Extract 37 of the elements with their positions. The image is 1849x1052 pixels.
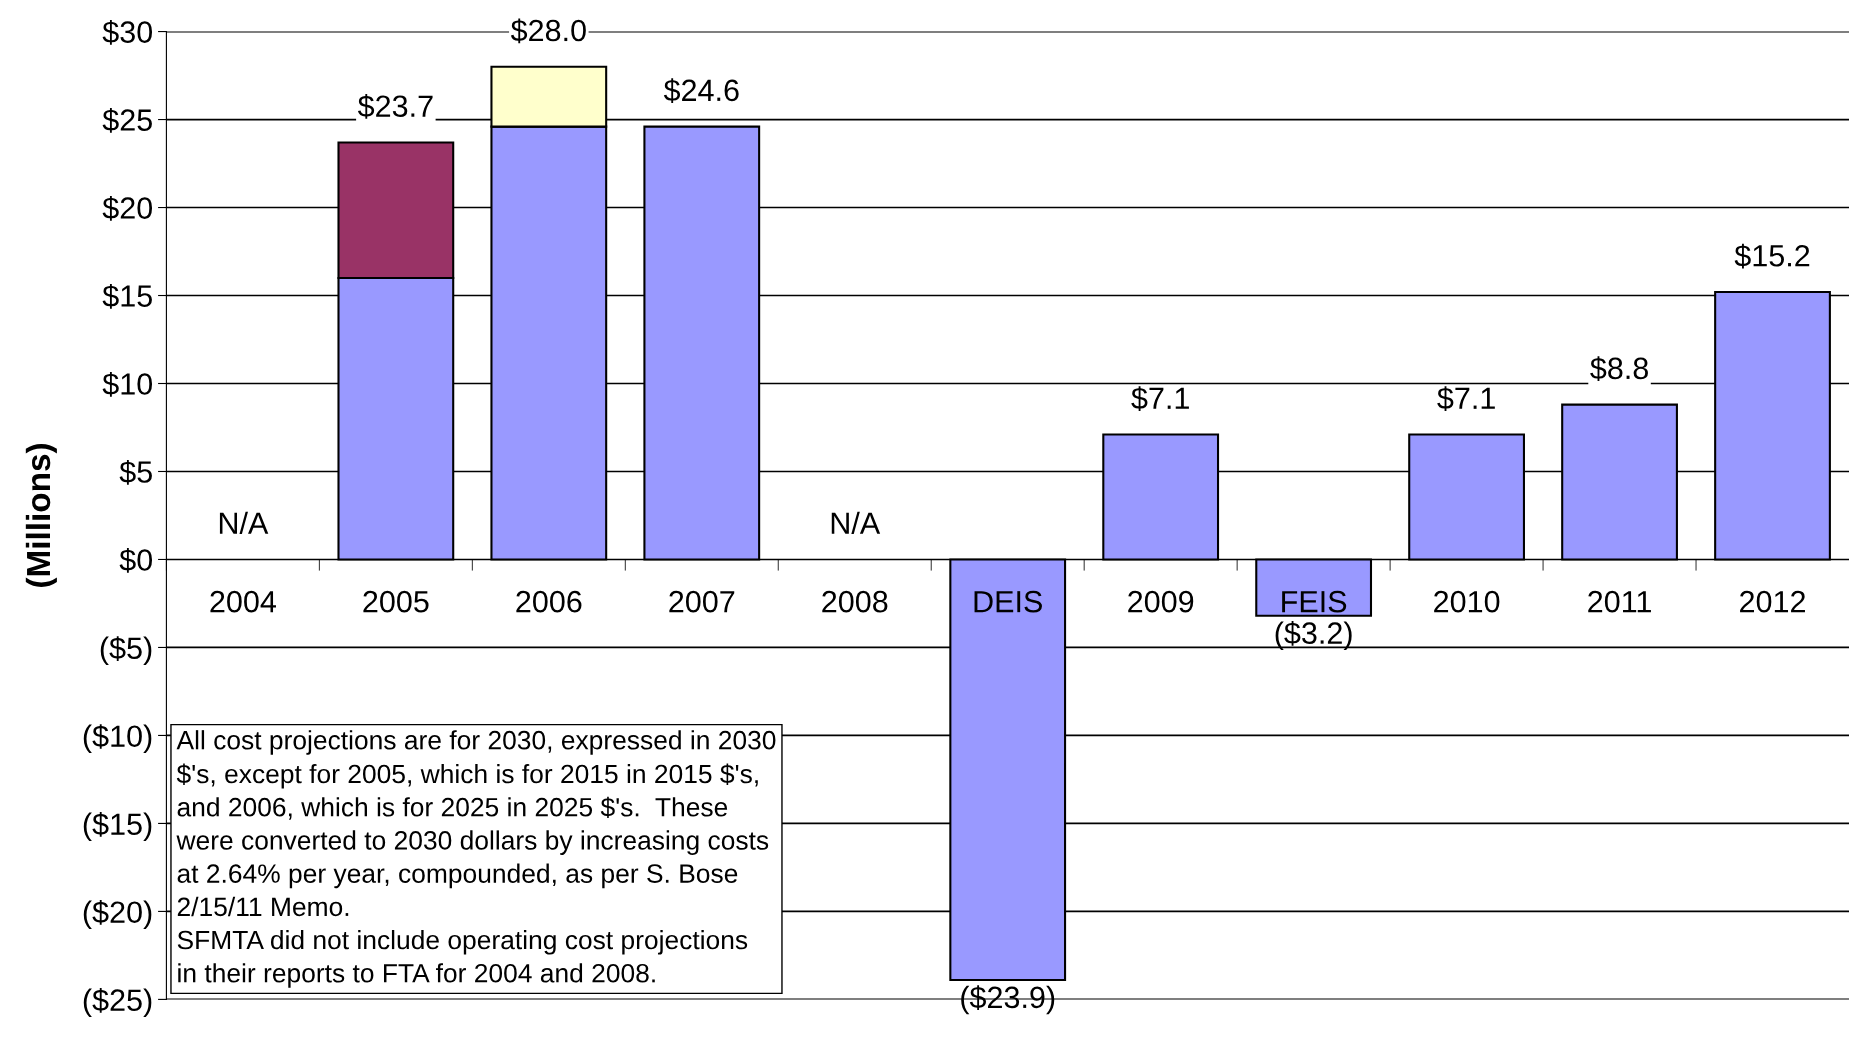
total-label: $8.8 bbox=[1590, 356, 1648, 382]
bar bbox=[1255, 558, 1373, 617]
text: N/A bbox=[219, 511, 269, 535]
total-label: $23.7 bbox=[357, 94, 433, 119]
x-tick-label: 2012 bbox=[1740, 590, 1805, 613]
total-label: $15.2 bbox=[1734, 243, 1810, 269]
x-tick-label: FEIS bbox=[1282, 590, 1347, 613]
total-label: ($3.2) bbox=[1275, 621, 1352, 650]
x-tick-label: DEIS bbox=[974, 590, 1042, 613]
y-tick-label: ($25) bbox=[83, 988, 152, 1018]
x-tick-label: 2005 bbox=[363, 590, 429, 613]
x-tick-label: 2010 bbox=[1434, 590, 1500, 613]
annotation: All cost projections are for 2030, expressed in 2030 $'s, except for 2005, which is for 2015 in 2015 $'s, and 2006, which is for 2025 in 2025 $'s. These were converted to 2030 dollars by increasing costs at 2.64% per year, compounded, as per S. Bose 2/15/11 Memo. SFMTA did not include operating cost projections in their reports to FTA for 2004 and 2008. bbox=[176, 730, 776, 988]
x-tick-label: 2009 bbox=[1128, 590, 1194, 613]
total-label: $24.6 bbox=[663, 78, 739, 104]
y-tick-label: $10 bbox=[102, 371, 153, 397]
x-tick-label: 2004 bbox=[210, 590, 276, 613]
total-label: $7.1 bbox=[1131, 386, 1189, 411]
y-tick-label: ($15) bbox=[83, 812, 152, 842]
y-tick-label: $20 bbox=[102, 195, 153, 221]
text: N/A bbox=[831, 511, 881, 535]
y-axis-title: (Millions) bbox=[25, 443, 57, 587]
x-tick-label: 2011 bbox=[1588, 590, 1651, 613]
total-label: $7.1 bbox=[1437, 386, 1495, 411]
y-tick-label: $0 bbox=[119, 547, 153, 573]
x-tick-label: 2007 bbox=[669, 590, 735, 613]
y-tick-label: ($10) bbox=[83, 724, 152, 754]
y-tick-label: ($20) bbox=[83, 900, 152, 930]
total-label: ($23.9) bbox=[961, 985, 1055, 1015]
y-tick-label: $5 bbox=[119, 459, 152, 485]
y-tick-label: $30 bbox=[102, 20, 153, 45]
x-tick-label: 2008 bbox=[822, 590, 888, 613]
total-label: $28.0 bbox=[510, 18, 586, 44]
y-tick-label: ($5) bbox=[100, 636, 152, 666]
y-tick-label: $25 bbox=[102, 108, 152, 133]
x-tick-label: 2006 bbox=[516, 590, 582, 613]
y-tick-label: $15 bbox=[102, 283, 152, 309]
